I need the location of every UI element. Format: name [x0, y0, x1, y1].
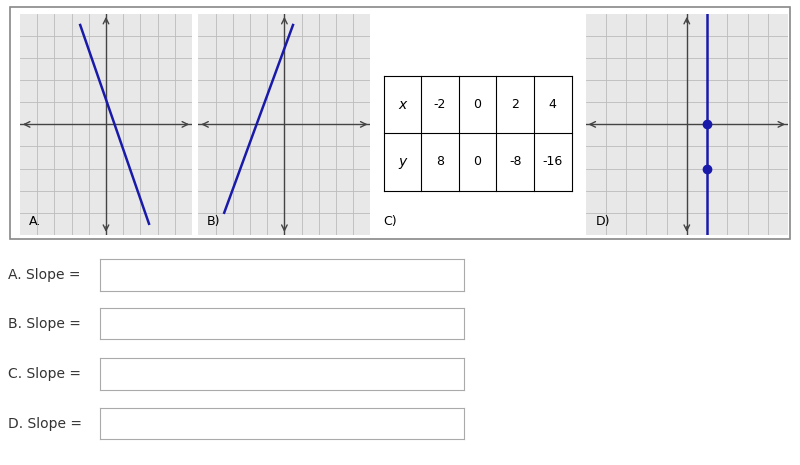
Text: -16: -16: [542, 155, 563, 168]
Text: D): D): [596, 215, 610, 228]
Text: x: x: [398, 98, 406, 112]
Text: y: y: [398, 155, 406, 169]
Text: 8: 8: [436, 155, 444, 168]
Text: 0: 0: [474, 98, 482, 111]
Text: 4: 4: [549, 98, 557, 111]
Text: A.: A.: [29, 215, 41, 228]
Text: B): B): [207, 215, 221, 228]
Text: A. Slope =: A. Slope =: [8, 268, 81, 282]
Text: D. Slope =: D. Slope =: [8, 417, 82, 431]
Text: B. Slope =: B. Slope =: [8, 317, 81, 331]
Text: C): C): [384, 215, 398, 228]
Text: 0: 0: [474, 155, 482, 168]
Text: -2: -2: [434, 98, 446, 111]
Text: 2: 2: [511, 98, 519, 111]
Text: C. Slope =: C. Slope =: [8, 367, 81, 381]
Text: -8: -8: [509, 155, 522, 168]
